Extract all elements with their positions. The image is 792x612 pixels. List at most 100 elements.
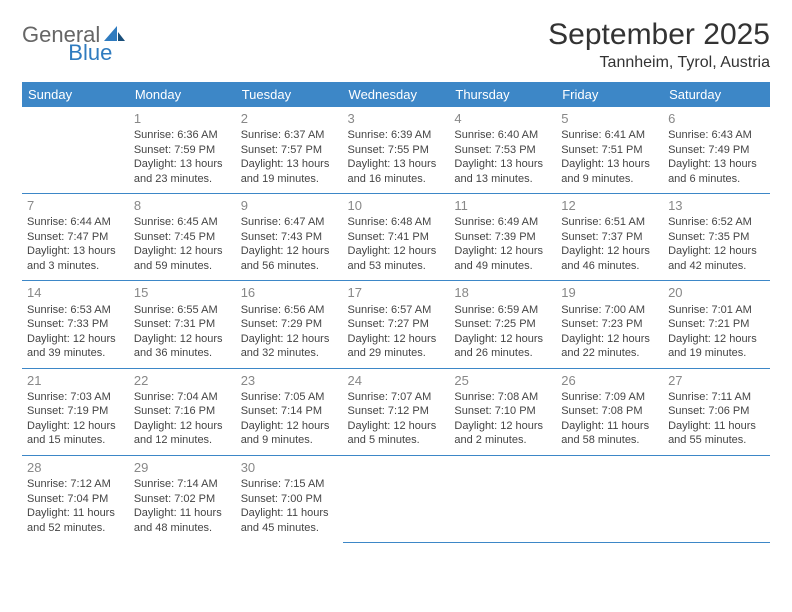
location-text: Tannheim, Tyrol, Austria — [548, 54, 770, 72]
daylight-text: Daylight: 13 hours and 13 minutes. — [454, 157, 551, 186]
daylight-text: Daylight: 12 hours and 29 minutes. — [348, 332, 445, 361]
day-number: 13 — [668, 197, 765, 214]
calendar-week-row: 21Sunrise: 7:03 AMSunset: 7:19 PMDayligh… — [22, 368, 770, 455]
calendar-day-cell: 25Sunrise: 7:08 AMSunset: 7:10 PMDayligh… — [449, 368, 556, 455]
daylight-text: Daylight: 13 hours and 19 minutes. — [241, 157, 338, 186]
calendar-day-cell: 20Sunrise: 7:01 AMSunset: 7:21 PMDayligh… — [663, 281, 770, 368]
sunset-text: Sunset: 7:43 PM — [241, 230, 338, 245]
weekday-header: Sunday — [22, 82, 129, 107]
sunrise-text: Sunrise: 6:48 AM — [348, 215, 445, 230]
calendar-day-cell: 13Sunrise: 6:52 AMSunset: 7:35 PMDayligh… — [663, 194, 770, 281]
sunset-text: Sunset: 7:47 PM — [27, 230, 124, 245]
sunset-text: Sunset: 7:37 PM — [561, 230, 658, 245]
daylight-text: Daylight: 12 hours and 42 minutes. — [668, 244, 765, 273]
day-number: 10 — [348, 197, 445, 214]
calendar-week-row: 1Sunrise: 6:36 AMSunset: 7:59 PMDaylight… — [22, 107, 770, 194]
sunrise-text: Sunrise: 6:49 AM — [454, 215, 551, 230]
daylight-text: Daylight: 11 hours and 45 minutes. — [241, 506, 338, 535]
calendar-day-cell: 3Sunrise: 6:39 AMSunset: 7:55 PMDaylight… — [343, 107, 450, 194]
calendar-day-cell: 23Sunrise: 7:05 AMSunset: 7:14 PMDayligh… — [236, 368, 343, 455]
sunrise-text: Sunrise: 6:52 AM — [668, 215, 765, 230]
daylight-text: Daylight: 12 hours and 22 minutes. — [561, 332, 658, 361]
calendar-day-cell: 22Sunrise: 7:04 AMSunset: 7:16 PMDayligh… — [129, 368, 236, 455]
calendar-day-cell: 12Sunrise: 6:51 AMSunset: 7:37 PMDayligh… — [556, 194, 663, 281]
calendar-day-cell: 15Sunrise: 6:55 AMSunset: 7:31 PMDayligh… — [129, 281, 236, 368]
calendar-day-cell: 5Sunrise: 6:41 AMSunset: 7:51 PMDaylight… — [556, 107, 663, 194]
calendar-day-cell: 9Sunrise: 6:47 AMSunset: 7:43 PMDaylight… — [236, 194, 343, 281]
weekday-header: Monday — [129, 82, 236, 107]
calendar-day-cell: 21Sunrise: 7:03 AMSunset: 7:19 PMDayligh… — [22, 368, 129, 455]
day-number: 17 — [348, 284, 445, 301]
day-number: 20 — [668, 284, 765, 301]
calendar-week-row: 14Sunrise: 6:53 AMSunset: 7:33 PMDayligh… — [22, 281, 770, 368]
sunrise-text: Sunrise: 6:56 AM — [241, 303, 338, 318]
day-number: 7 — [27, 197, 124, 214]
sunrise-text: Sunrise: 6:59 AM — [454, 303, 551, 318]
sunrise-text: Sunrise: 7:08 AM — [454, 390, 551, 405]
sunset-text: Sunset: 7:27 PM — [348, 317, 445, 332]
sunset-text: Sunset: 7:08 PM — [561, 404, 658, 419]
sunrise-text: Sunrise: 7:12 AM — [27, 477, 124, 492]
weekday-header: Saturday — [663, 82, 770, 107]
sunset-text: Sunset: 7:16 PM — [134, 404, 231, 419]
sunrise-text: Sunrise: 7:14 AM — [134, 477, 231, 492]
day-number: 21 — [27, 372, 124, 389]
weekday-header: Thursday — [449, 82, 556, 107]
day-number: 29 — [134, 459, 231, 476]
sunset-text: Sunset: 7:53 PM — [454, 143, 551, 158]
day-number: 18 — [454, 284, 551, 301]
calendar-day-cell: 30Sunrise: 7:15 AMSunset: 7:00 PMDayligh… — [236, 455, 343, 542]
logo: General Blue — [22, 18, 174, 48]
daylight-text: Daylight: 11 hours and 52 minutes. — [27, 506, 124, 535]
calendar-day-cell: 19Sunrise: 7:00 AMSunset: 7:23 PMDayligh… — [556, 281, 663, 368]
calendar-body: 1Sunrise: 6:36 AMSunset: 7:59 PMDaylight… — [22, 107, 770, 542]
calendar-day-cell: 16Sunrise: 6:56 AMSunset: 7:29 PMDayligh… — [236, 281, 343, 368]
month-title: September 2025 — [548, 18, 770, 52]
sunrise-text: Sunrise: 6:36 AM — [134, 128, 231, 143]
page-header: General Blue September 2025 Tannheim, Ty… — [22, 18, 770, 72]
calendar-day-cell: 18Sunrise: 6:59 AMSunset: 7:25 PMDayligh… — [449, 281, 556, 368]
sunset-text: Sunset: 7:10 PM — [454, 404, 551, 419]
daylight-text: Daylight: 12 hours and 53 minutes. — [348, 244, 445, 273]
day-number: 2 — [241, 110, 338, 127]
calendar-empty-cell — [22, 107, 129, 194]
sunset-text: Sunset: 7:14 PM — [241, 404, 338, 419]
day-number: 12 — [561, 197, 658, 214]
day-number: 9 — [241, 197, 338, 214]
day-number: 26 — [561, 372, 658, 389]
sunset-text: Sunset: 7:00 PM — [241, 492, 338, 507]
day-number: 4 — [454, 110, 551, 127]
sunrise-text: Sunrise: 6:37 AM — [241, 128, 338, 143]
sunset-text: Sunset: 7:45 PM — [134, 230, 231, 245]
title-block: September 2025 Tannheim, Tyrol, Austria — [548, 18, 770, 72]
daylight-text: Daylight: 12 hours and 49 minutes. — [454, 244, 551, 273]
daylight-text: Daylight: 12 hours and 32 minutes. — [241, 332, 338, 361]
sunset-text: Sunset: 7:49 PM — [668, 143, 765, 158]
day-number: 27 — [668, 372, 765, 389]
weekday-header: Friday — [556, 82, 663, 107]
sunrise-text: Sunrise: 6:41 AM — [561, 128, 658, 143]
sunrise-text: Sunrise: 6:44 AM — [27, 215, 124, 230]
sunrise-text: Sunrise: 6:53 AM — [27, 303, 124, 318]
sunset-text: Sunset: 7:06 PM — [668, 404, 765, 419]
daylight-text: Daylight: 13 hours and 16 minutes. — [348, 157, 445, 186]
daylight-text: Daylight: 12 hours and 15 minutes. — [27, 419, 124, 448]
sunset-text: Sunset: 7:59 PM — [134, 143, 231, 158]
daylight-text: Daylight: 12 hours and 59 minutes. — [134, 244, 231, 273]
daylight-text: Daylight: 13 hours and 23 minutes. — [134, 157, 231, 186]
calendar-day-cell: 2Sunrise: 6:37 AMSunset: 7:57 PMDaylight… — [236, 107, 343, 194]
calendar-empty-cell — [343, 455, 450, 542]
day-number: 14 — [27, 284, 124, 301]
sunrise-text: Sunrise: 6:47 AM — [241, 215, 338, 230]
sunset-text: Sunset: 7:31 PM — [134, 317, 231, 332]
calendar-day-cell: 24Sunrise: 7:07 AMSunset: 7:12 PMDayligh… — [343, 368, 450, 455]
weekday-header: Tuesday — [236, 82, 343, 107]
sunset-text: Sunset: 7:19 PM — [27, 404, 124, 419]
calendar-day-cell: 26Sunrise: 7:09 AMSunset: 7:08 PMDayligh… — [556, 368, 663, 455]
calendar-day-cell: 11Sunrise: 6:49 AMSunset: 7:39 PMDayligh… — [449, 194, 556, 281]
daylight-text: Daylight: 12 hours and 19 minutes. — [668, 332, 765, 361]
calendar-empty-cell — [556, 455, 663, 542]
sunset-text: Sunset: 7:04 PM — [27, 492, 124, 507]
sunset-text: Sunset: 7:41 PM — [348, 230, 445, 245]
day-number: 28 — [27, 459, 124, 476]
